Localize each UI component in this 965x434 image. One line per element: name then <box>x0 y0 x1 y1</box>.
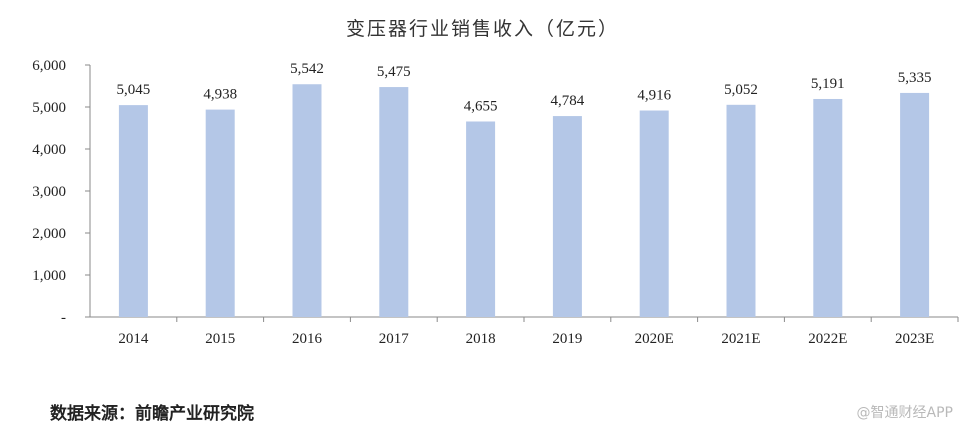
data-label: 4,916 <box>637 88 671 104</box>
y-tick-label: 6,000 <box>32 58 66 74</box>
data-label: 5,052 <box>724 82 758 98</box>
y-tick-label: 4,000 <box>32 142 66 158</box>
x-tick-label: 2016 <box>292 331 323 347</box>
bar <box>292 84 322 318</box>
y-tick-label: 2,000 <box>32 226 66 242</box>
x-tick-label: 2018 <box>466 331 496 347</box>
bar <box>205 109 235 317</box>
x-tick-label: 2022E <box>808 331 847 347</box>
bar <box>726 104 756 317</box>
y-tick-label: 3,000 <box>32 184 66 200</box>
data-label: 5,191 <box>811 76 845 92</box>
y-axis: - 1,000 2,000 3,000 4,000 5,000 6,000 <box>32 58 91 326</box>
x-tick-label: 2015 <box>205 331 235 347</box>
x-tick-label: 2019 <box>552 331 582 347</box>
x-tick-label: 2017 <box>379 331 410 347</box>
data-label: 5,475 <box>377 64 411 80</box>
data-label: 5,542 <box>290 61 324 77</box>
bar <box>813 98 843 317</box>
data-label: 5,045 <box>117 82 151 98</box>
y-tick-label: 5,000 <box>32 100 66 116</box>
bar <box>900 92 930 318</box>
x-tick-label: 2014 <box>118 331 149 347</box>
data-label: 4,784 <box>551 93 585 109</box>
data-label: 4,938 <box>203 87 237 103</box>
bar <box>639 110 669 317</box>
bar <box>118 105 148 317</box>
data-label: 5,335 <box>898 70 932 86</box>
y-tick-label: 1,000 <box>32 268 66 284</box>
bar <box>379 87 409 317</box>
data-label: 4,655 <box>464 98 498 114</box>
data-labels: 5,045 4,938 5,542 5,475 4,655 4,784 4,916 5,052… <box>117 61 932 114</box>
x-tick-label: 2021E <box>721 331 760 347</box>
source-note: 数据来源：前瞻产业研究院 <box>50 404 254 424</box>
watermark: @智通财经APP <box>856 405 953 421</box>
x-tick-label: 2023E <box>895 331 934 347</box>
x-axis: 2014 2015 2016 2017 2018 2019 2020E 2021E 2022E 2… <box>90 316 959 347</box>
chart-title: 变压器行业销售收入（亿元） <box>345 18 619 40</box>
y-tick-label: - <box>61 310 66 326</box>
x-tick-label: 2020E <box>635 331 674 347</box>
bar <box>552 116 582 318</box>
bar <box>466 121 496 318</box>
bars <box>118 84 930 318</box>
